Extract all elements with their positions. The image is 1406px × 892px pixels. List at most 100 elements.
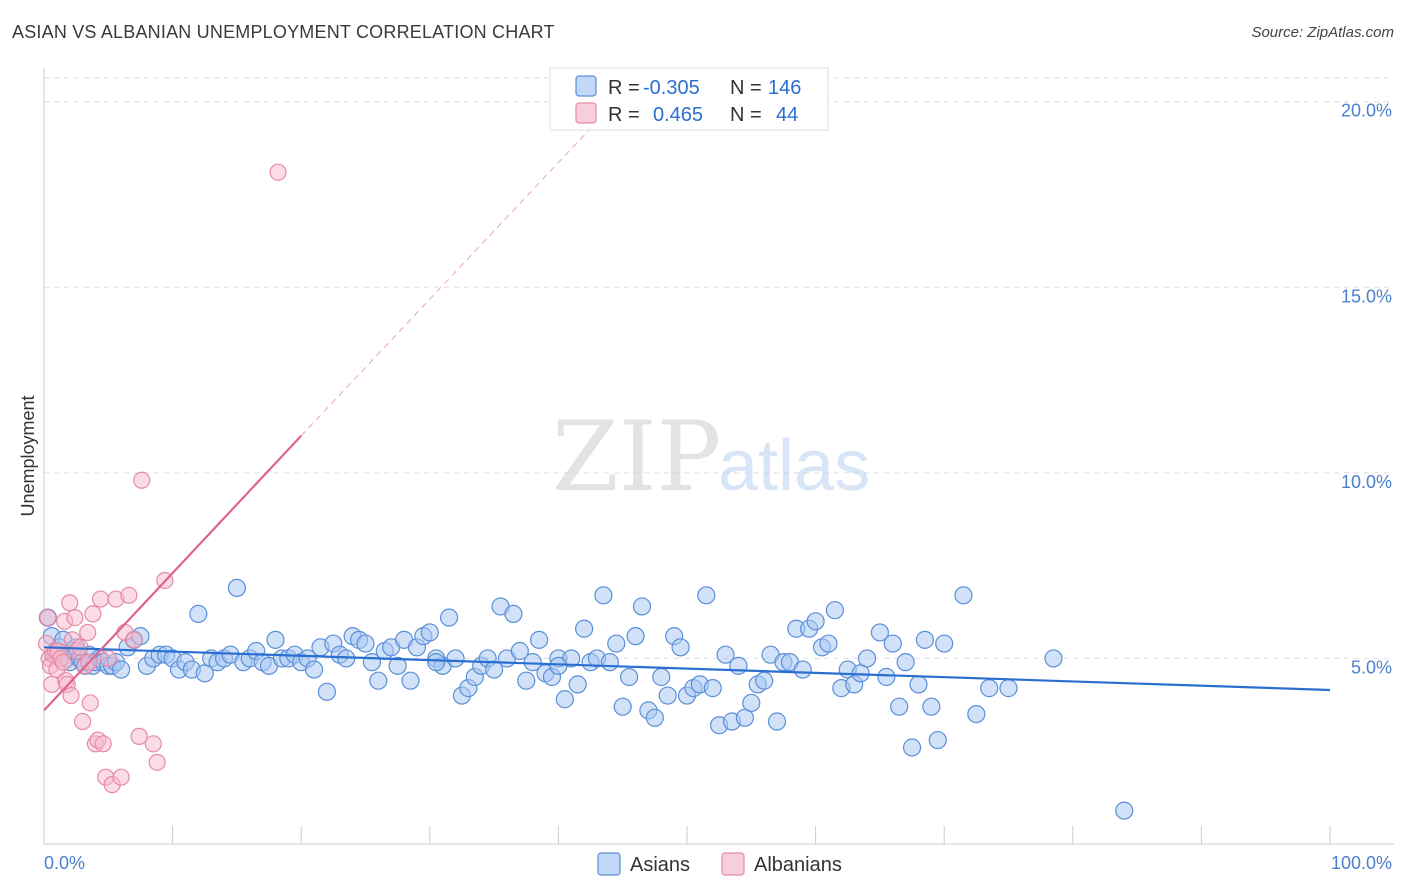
- asian-point-92: [575, 619, 594, 638]
- asian-point-131: [825, 601, 844, 620]
- asian-point-120: [755, 671, 774, 690]
- albanian-point-22: [79, 623, 97, 642]
- legend-swatch-asians: [597, 852, 621, 876]
- stats-swatch-asians: [575, 75, 597, 97]
- asian-point-105: [658, 686, 677, 705]
- asian-point-146: [928, 730, 947, 750]
- stats-n-value-albanians: 44: [776, 104, 798, 126]
- asian-point-126: [793, 660, 812, 679]
- asian-point-150: [980, 679, 999, 698]
- legend-label-asians: Asians: [630, 854, 690, 876]
- asian-point-130: [819, 634, 838, 653]
- asian-point-139: [883, 634, 902, 653]
- asian-point-85: [530, 630, 549, 649]
- albanian-point-25: [84, 605, 102, 623]
- asian-point-96: [600, 653, 619, 672]
- asian-point-58: [356, 634, 375, 653]
- legend-label-albanians: Albanians: [754, 854, 842, 876]
- albanian-point-34: [112, 768, 130, 786]
- asian-point-151: [999, 679, 1018, 698]
- albanian-point-20: [73, 712, 92, 731]
- x-tick-label-0: 0.0%: [44, 853, 85, 873]
- asian-point-103: [645, 708, 664, 727]
- asian-point-152: [1044, 649, 1063, 668]
- asian-point-111: [697, 586, 716, 605]
- albanian-point-10: [54, 653, 72, 671]
- asian-point-97: [607, 634, 626, 653]
- albanian-point-1: [39, 608, 57, 627]
- albanian-point-28: [91, 590, 110, 608]
- asian-point-114: [716, 645, 735, 664]
- albanian-point-17: [66, 608, 84, 627]
- asian-point-100: [626, 627, 645, 646]
- tick-labels: 5.0% 10.0% 15.0% 20.0% 0.0% 100.0%: [44, 101, 1392, 873]
- asian-point-60: [369, 671, 388, 690]
- albanian-point-42: [133, 471, 151, 489]
- asian-point-98: [613, 697, 632, 716]
- albanian-point-37: [125, 631, 143, 649]
- asian-point-107: [671, 638, 690, 657]
- asian-point-44: [266, 630, 285, 649]
- asian-point-32: [189, 604, 208, 623]
- asian-point-149: [967, 704, 986, 724]
- stats-r-value-asians: -0.305: [643, 77, 700, 99]
- albanian-point-14: [61, 594, 79, 612]
- x-tick-label-1: 100.0%: [1331, 853, 1392, 873]
- albanian-point-15: [62, 686, 80, 705]
- y-tick-label-2: 15.0%: [1341, 286, 1392, 306]
- y-axis-title: Unemployment: [18, 395, 38, 516]
- trend-line-asians: [43, 646, 1331, 692]
- albanian-point-40: [148, 753, 166, 771]
- y-tick-label-3: 20.0%: [1341, 101, 1392, 121]
- grid-lines: [44, 77, 1394, 659]
- stats-n-label-albanians: N =: [730, 104, 762, 126]
- asian-point-91: [568, 675, 587, 694]
- asian-point-148: [954, 586, 973, 605]
- asian-point-154: [427, 653, 446, 672]
- asian-point-71: [439, 608, 459, 627]
- asian-point-72: [446, 649, 465, 668]
- series-albanians: [37, 163, 287, 794]
- asian-point-95: [594, 586, 613, 605]
- stats-n-label-asians: N =: [730, 77, 762, 99]
- asian-point-20: [112, 660, 131, 679]
- asian-point-155: [549, 656, 568, 675]
- asian-point-116: [729, 656, 748, 675]
- asian-point-137: [870, 623, 890, 642]
- albanian-point-38: [130, 727, 148, 745]
- asian-point-141: [896, 653, 915, 672]
- albanian-point-31: [99, 649, 117, 668]
- asian-point-145: [922, 697, 941, 716]
- asian-point-143: [909, 675, 928, 694]
- series-legend: Asians Albanians: [597, 852, 842, 876]
- albanian-point-36: [120, 586, 138, 604]
- asian-point-63: [388, 656, 407, 675]
- chart-title: ASIAN VS ALBANIAN UNEMPLOYMENT CORRELATI…: [12, 22, 555, 42]
- asian-point-82: [510, 641, 529, 661]
- asian-point-50: [304, 660, 324, 679]
- albanian-point-4: [43, 675, 61, 694]
- albanian-point-39: [144, 735, 162, 753]
- asian-point-122: [767, 712, 787, 731]
- y-tick-label-1: 10.0%: [1341, 472, 1392, 492]
- albanian-point-24: [81, 694, 99, 712]
- trend-extension-albanians: [300, 93, 624, 437]
- asian-point-144: [915, 630, 935, 649]
- y-tick-label-0: 5.0%: [1351, 657, 1392, 677]
- asian-point-142: [902, 738, 922, 757]
- asian-point-104: [652, 667, 671, 687]
- asian-point-68: [420, 623, 439, 642]
- stats-swatch-albanians: [575, 102, 597, 124]
- trend-line-albanians: [43, 434, 303, 712]
- asian-point-89: [555, 690, 574, 709]
- albanian-point-29: [94, 735, 112, 753]
- albanian-point-43: [269, 163, 287, 181]
- asian-point-136: [857, 649, 877, 668]
- stats-r-label-asians: R =: [608, 77, 640, 99]
- stats-r-label-albanians: R =: [608, 104, 640, 126]
- legend-swatch-albanians: [721, 852, 745, 876]
- asian-point-147: [935, 634, 954, 653]
- asian-point-52: [317, 682, 337, 701]
- asian-point-81: [504, 604, 523, 623]
